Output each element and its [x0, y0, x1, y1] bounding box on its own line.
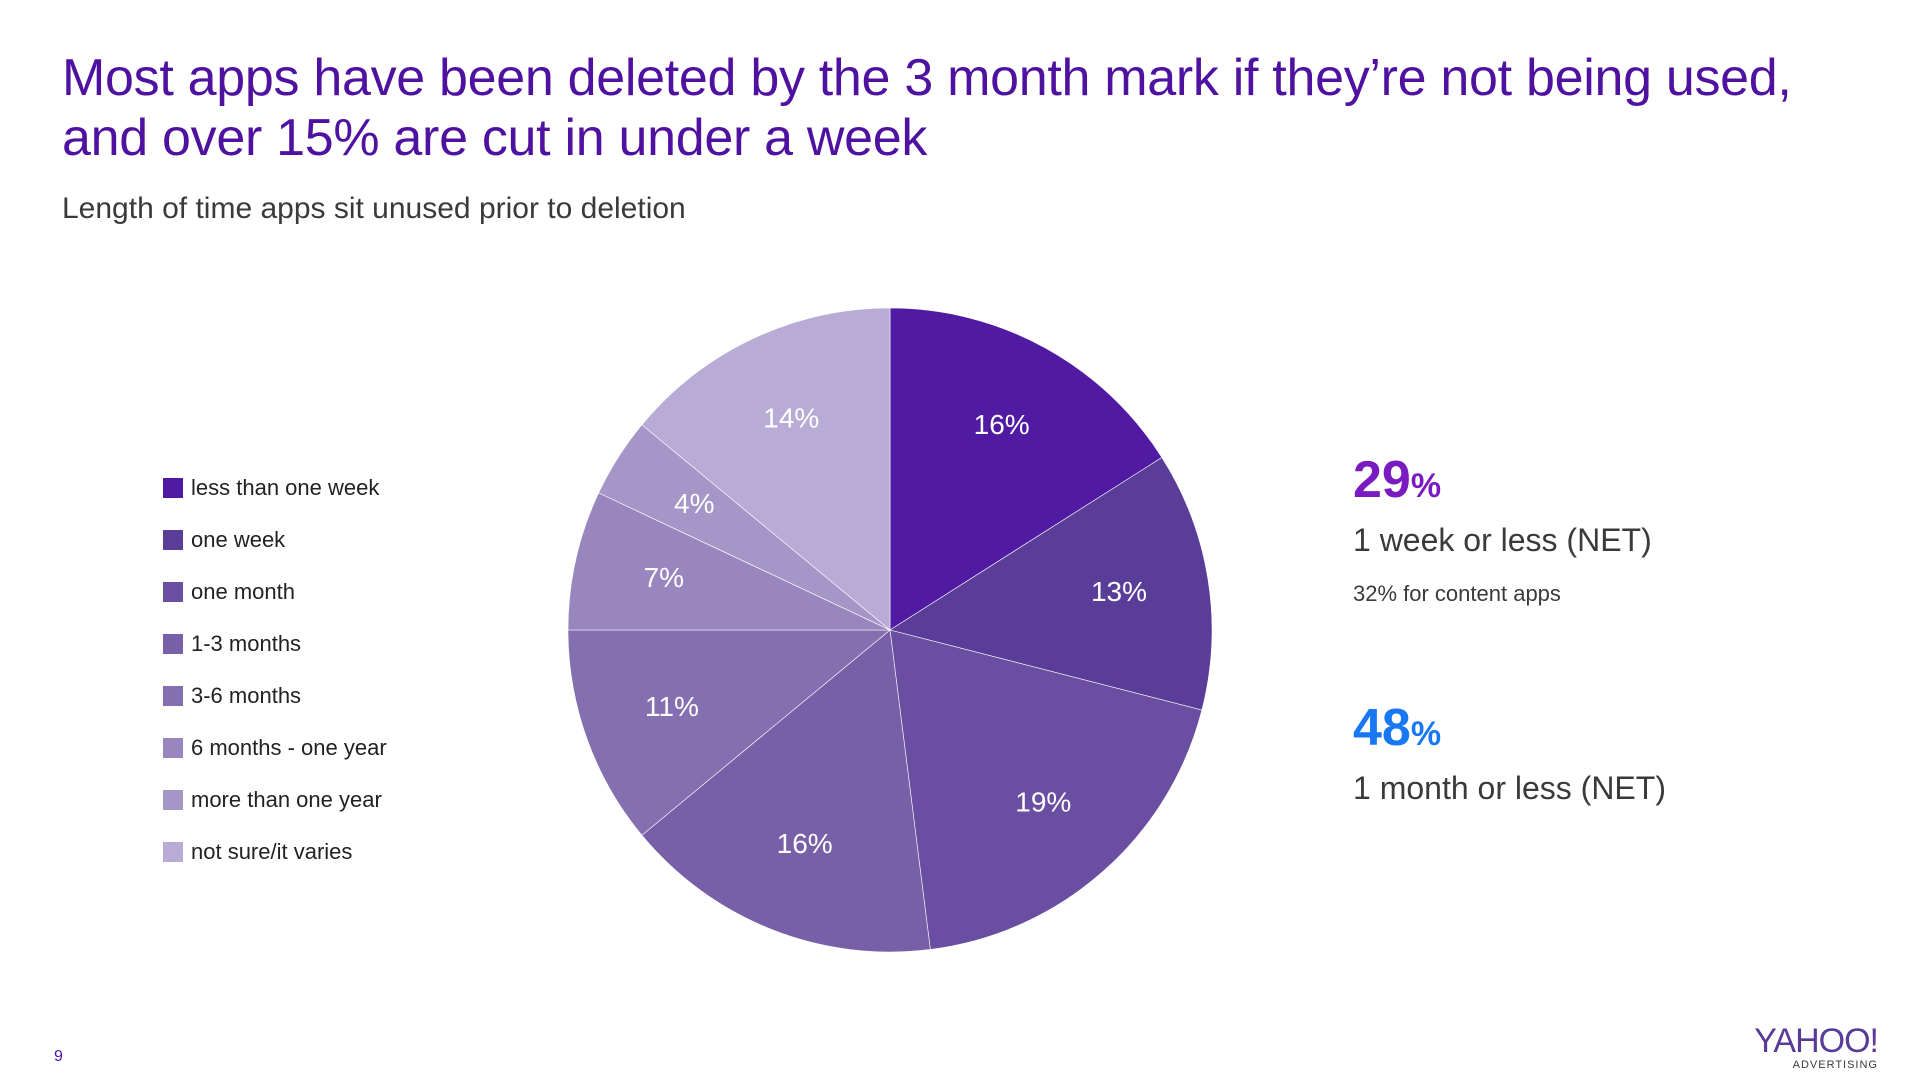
callout-month-label: 1 month or less (NET): [1353, 770, 1666, 806]
pie-slice-label: 16%: [974, 409, 1030, 440]
pie-slice-label: 19%: [1015, 786, 1071, 817]
legend-label: less than one week: [191, 475, 380, 500]
page-number: 9: [54, 1048, 63, 1065]
pie-chart: 16% 13% 19% 16% 11% 7% 4% 14%: [560, 300, 1220, 960]
slide-title-line-1: Most apps have been deleted by the 3 mon…: [62, 49, 1792, 107]
callout-week-note: 32% for content apps: [1353, 581, 1561, 606]
legend-label: 1-3 months: [191, 631, 302, 656]
legend-item: 1-3 months: [163, 618, 387, 670]
legend-label: more than one year: [191, 787, 382, 812]
legend-item: one month: [163, 566, 387, 618]
legend-item: more than one year: [163, 774, 387, 826]
pie-slice-label: 11%: [645, 691, 699, 722]
callout-week-net: 29% 1 week or less (NET) 32% for content…: [1353, 452, 1652, 607]
legend-item: less than one week: [163, 462, 387, 514]
pie-slice: [567, 492, 891, 631]
callout-month-net: 48% 1 month or less (NET): [1353, 700, 1666, 807]
chart-legend: less than one week one week one month 1-…: [163, 462, 387, 878]
callout-week-value: 29%: [1353, 452, 1652, 514]
pie-slice-label: 7%: [644, 562, 684, 593]
legend-swatch: [163, 582, 183, 602]
pie-slice-label: 4%: [674, 488, 714, 519]
pie-slice: [641, 629, 931, 953]
legend-swatch: [163, 634, 183, 654]
legend-label: not sure/it varies: [191, 839, 353, 864]
logo-subtext: ADVERTISING: [1792, 1059, 1878, 1071]
callout-week-number: 29: [1353, 451, 1411, 509]
legend-swatch: [163, 842, 183, 862]
legend-swatch: [163, 530, 183, 550]
pie-slice: [889, 629, 1203, 950]
callout-month-unit: %: [1410, 715, 1442, 753]
pie-slice: [889, 307, 1163, 631]
legend-label: one month: [191, 579, 295, 604]
legend-item: not sure/it varies: [163, 826, 387, 878]
legend-swatch: [163, 738, 183, 758]
legend-swatch: [163, 686, 183, 706]
legend-label: 6 months - one year: [191, 735, 387, 760]
chart-subtitle: Length of time apps sit unused prior to …: [62, 192, 686, 225]
pie-slice: [641, 307, 891, 631]
slide-title: Most apps have been deleted by the 3 mon…: [62, 48, 1862, 168]
legend-swatch: [163, 478, 183, 498]
callout-week-unit: %: [1410, 467, 1442, 505]
pie-chart-svg: 16% 13% 19% 16% 11% 7% 4% 14%: [567, 307, 1213, 953]
legend-item: 3-6 months: [163, 670, 387, 722]
legend-label: 3-6 months: [191, 683, 302, 708]
pie-slice-label: 16%: [777, 828, 833, 859]
legend-label: one week: [191, 527, 286, 552]
legend-item: one week: [163, 514, 387, 566]
pie-slice-label: 14%: [763, 403, 819, 434]
slide-title-line-2: and over 15% are cut in under a week: [62, 109, 928, 167]
callout-month-value: 48%: [1353, 700, 1666, 762]
pie-slice: [567, 629, 891, 836]
pie-slice-label: 13%: [1091, 576, 1147, 607]
callout-week-label: 1 week or less (NET): [1353, 522, 1652, 558]
callout-month-number: 48: [1353, 699, 1411, 757]
legend-item: 6 months - one year: [163, 722, 387, 774]
pie-slice: [889, 457, 1213, 711]
legend-swatch: [163, 790, 183, 810]
yahoo-advertising-logo: YAHOO! ADVERTISING: [1754, 1022, 1879, 1071]
logo-wordmark: YAHOO!: [1754, 1022, 1879, 1060]
